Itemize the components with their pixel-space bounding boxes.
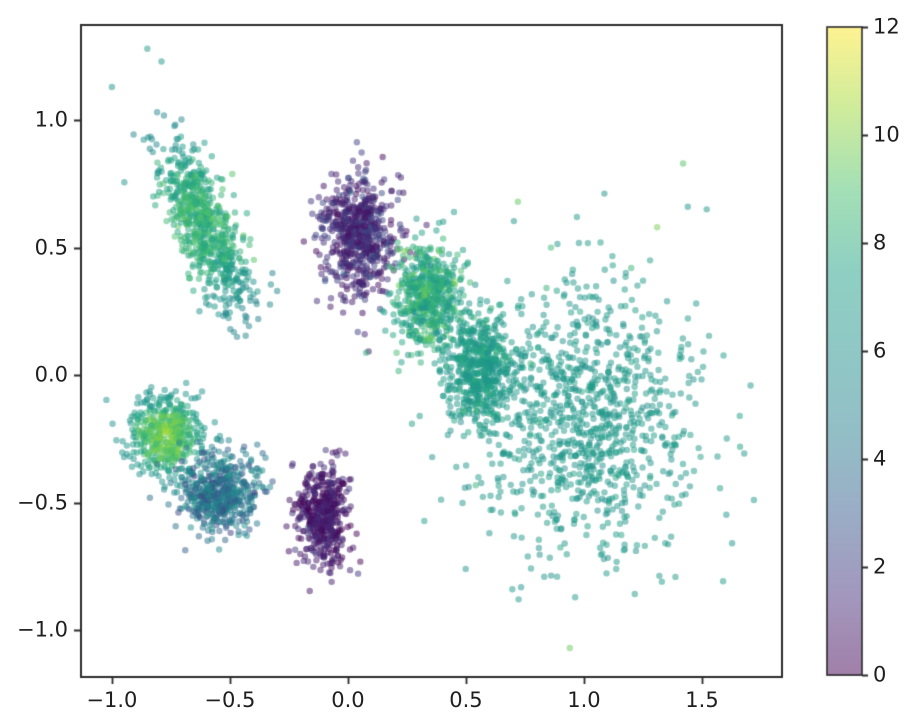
x-tick-label-0: −1.0 [86, 688, 138, 712]
colorbar-tick-label-3: 6 [873, 338, 887, 363]
colorbar-tick-label-6: 12 [873, 14, 900, 39]
y-tick-label-1: 0.5 [34, 235, 68, 260]
colorbar-tick-label-2: 4 [873, 446, 887, 471]
colorbar-tick-label-5: 10 [873, 122, 900, 147]
x-tick-label-4: 1.0 [567, 688, 601, 712]
colorbar-tick-label-1: 2 [873, 554, 887, 579]
y-tick-label-3: −0.5 [17, 490, 68, 515]
colorbar-tick-label-4: 8 [873, 230, 887, 255]
y-tick-label-2: 0.0 [34, 362, 68, 387]
x-tick-label-2: 0.0 [331, 688, 365, 712]
y-tick-label-4: −1.0 [17, 617, 68, 642]
y-tick-label-0: 1.0 [34, 107, 68, 132]
x-tick-label-5: 1.5 [685, 688, 719, 712]
colorbar-tick-label-0: 0 [873, 662, 887, 687]
x-tick-label-1: −0.5 [204, 688, 256, 712]
x-tick-label-3: 0.5 [449, 688, 483, 712]
